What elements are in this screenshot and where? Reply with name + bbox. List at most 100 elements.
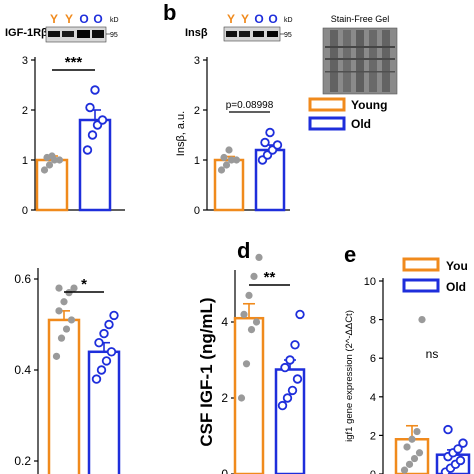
y-tick-label-e-2: 4 [370, 392, 376, 404]
point-a-young-5 [48, 152, 56, 160]
legend-e-young-swatch [402, 257, 440, 272]
y-axis-label-b: Insβ, a.u. [175, 111, 187, 156]
point-c-young-3 [67, 316, 76, 324]
blot-b-bands [226, 31, 278, 37]
y-tick-label-a-2: 2 [22, 105, 28, 117]
point-b-young-2 [227, 156, 236, 164]
point-c-old-0 [91, 374, 102, 384]
point-e-young-6 [413, 427, 421, 436]
ns-label-e: ns [426, 347, 439, 361]
point-d-young-4 [240, 310, 248, 318]
point-c-old-7 [109, 310, 119, 321]
panel-b-letter: b [163, 0, 176, 25]
point-c-young-5 [60, 298, 68, 306]
point-e-old-3 [455, 455, 466, 466]
point-e-old-8 [443, 424, 453, 435]
point-c-young-7 [70, 284, 78, 292]
point-d-young-6 [250, 272, 258, 280]
chart-e: 0 2 4 6 8 10 igf1 gene expression (2^-ΔΔCt) ns [344, 276, 471, 474]
point-b-young-5 [225, 146, 233, 154]
point-a-young-1 [45, 161, 54, 169]
point-c-old-6 [104, 319, 114, 330]
y-tick-label-c-3: 0.6 [14, 272, 31, 286]
blot-b-lane-2: Y [241, 12, 249, 26]
blot-a-lane-2: Y [65, 12, 73, 26]
y-tick-label-c-2: 0.4 [14, 363, 31, 377]
legend-b-old: Old [351, 117, 371, 131]
point-b-old-5 [265, 127, 275, 138]
y-tick-label-b-0: 0 [194, 205, 200, 217]
point-c-young-2 [62, 325, 71, 333]
point-c-old-5 [99, 328, 109, 339]
legend-b-old-swatch [308, 116, 346, 131]
blot-b-lanes: Y Y O O [227, 12, 278, 26]
point-e-young-4 [403, 443, 411, 451]
point-c-old-1 [96, 365, 107, 375]
y-tick-label-e-1: 2 [370, 430, 376, 442]
y-tick-label-d-2: 4 [221, 315, 228, 329]
y-tick-label-a-1: 1 [22, 155, 28, 167]
point-d-young-1 [242, 360, 251, 368]
gel-lanes [325, 30, 395, 92]
point-c-old-3 [106, 347, 117, 357]
point-b-old-4 [260, 137, 270, 148]
blot-a-image [45, 26, 107, 43]
y-axis-label-d: CSF IGF-1 (ng/mL) [197, 297, 216, 446]
point-e-young-5 [408, 435, 416, 443]
panel-d-letter: d [237, 238, 250, 263]
point-c-young-8 [55, 284, 63, 292]
point-d-old-1 [282, 393, 293, 403]
blot-a-lane-1: Y [50, 12, 58, 26]
y-tick-label-a-3: 3 [22, 55, 28, 67]
legend-b-young: Young [351, 98, 387, 112]
blot-b-label: Insβ [185, 27, 208, 39]
point-d-old-0 [277, 400, 288, 411]
sig-label-c: * [81, 276, 87, 293]
point-d-young-0 [237, 394, 246, 402]
y-tick-label-b-3: 3 [194, 55, 200, 67]
y-axis-label-e: igf1 gene expression (2^-ΔΔCt) [344, 310, 355, 442]
point-d-old-6 [290, 340, 300, 350]
blot-b-marker: 95 [284, 32, 292, 39]
point-d-old-7 [295, 309, 305, 320]
y-tick-label-e-4: 8 [370, 315, 376, 327]
blot-a-bands [48, 30, 104, 38]
y-tick-label-a-0: 0 [22, 205, 28, 217]
point-e-young-0 [400, 466, 409, 474]
point-a-young-0 [40, 166, 49, 174]
bar-d-old [274, 368, 306, 474]
y-tick-label-b-1: 1 [194, 155, 200, 167]
chart-c: 0.2 0.4 0.6 * [14, 268, 121, 474]
gel-label: Stain-Free Gel [331, 14, 390, 24]
blot-a-lane-4: O [93, 12, 102, 26]
point-d-young-3 [252, 318, 261, 326]
y-tick-label-b-2: 2 [194, 105, 200, 117]
point-c-young-1 [57, 334, 66, 342]
chart-b: 0 1 2 3 Insβ, a.u. p=0.08998 [175, 55, 290, 217]
point-d-old-5 [285, 355, 295, 365]
blot-a-label: IGF-1Rβ [5, 27, 48, 39]
point-a-young-3 [55, 156, 64, 164]
point-e-young-7 [418, 316, 426, 324]
point-b-young-0 [217, 166, 226, 174]
point-d-young-2 [247, 326, 256, 334]
point-e-young-1 [405, 460, 414, 468]
blot-a-kd: kD [110, 17, 119, 24]
point-d-old-4 [280, 362, 290, 373]
point-e-young-3 [415, 449, 424, 457]
point-a-old-0 [82, 145, 93, 155]
blot-b-kd: kD [284, 17, 293, 24]
point-c-young-4 [55, 307, 63, 315]
panel-e-letter: e [344, 242, 356, 267]
point-a-old-3 [97, 115, 108, 125]
y-tick-label-c-1: 0.2 [14, 454, 31, 468]
blot-a-lane-3: O [79, 12, 88, 26]
point-e-old-6 [453, 444, 463, 454]
point-c-old-4 [94, 338, 104, 348]
point-c-old-2 [101, 356, 112, 366]
bar-c-young [47, 318, 81, 474]
point-b-young-4 [220, 153, 228, 162]
blot-b-lane-1: Y [227, 12, 235, 26]
y-tick-label-d-0: 0 [221, 467, 228, 474]
chart-d: 0 2 4 CSF IGF-1 (ng/mL) ** [197, 253, 306, 474]
